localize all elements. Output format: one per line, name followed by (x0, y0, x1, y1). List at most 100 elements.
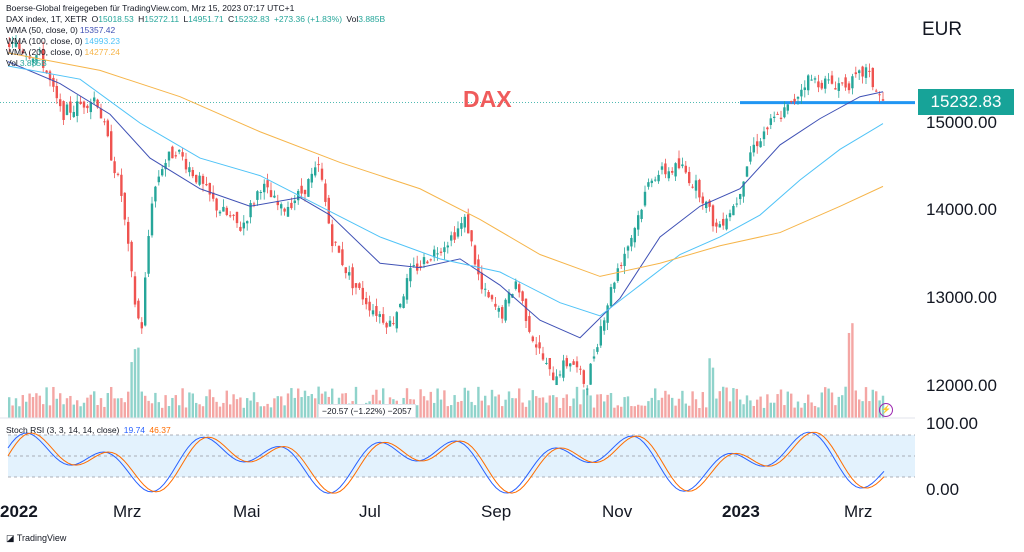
volume-bar (79, 406, 82, 418)
volume-bar (817, 407, 820, 418)
volume-bar (273, 398, 276, 418)
volume-bar (626, 396, 630, 418)
candle-body (766, 127, 769, 130)
candle-body (830, 75, 834, 84)
volume-bar (127, 391, 130, 418)
volume-bar (511, 398, 514, 418)
volume-bar (858, 399, 861, 418)
candle-body (419, 265, 422, 267)
candle-body (494, 303, 497, 307)
candle-body (82, 101, 86, 108)
candle-body (99, 108, 103, 119)
stoch-rsi-legend[interactable]: Stoch RSI (3, 3, 14, 14, close) 19.74 46… (6, 425, 171, 435)
volume-bar (55, 398, 58, 418)
volume-bar (579, 404, 582, 418)
candle-body (732, 205, 735, 216)
candle-body (93, 97, 96, 102)
candle-body (21, 50, 24, 54)
candle-body (681, 164, 684, 167)
lightning-icon[interactable]: ⚡ (879, 403, 893, 417)
candle-body (52, 77, 55, 87)
candle-body (164, 162, 167, 170)
candle-body (242, 222, 245, 229)
candle-body (463, 216, 466, 228)
candle-body (470, 230, 473, 242)
volume-bar (225, 390, 228, 418)
volume-bar (660, 397, 664, 418)
tradingview-logo[interactable]: ◪ TradingView (6, 533, 67, 543)
wma200-legend[interactable]: WMA (200, close, 0) 14277.24 (6, 47, 120, 57)
volume-bar (742, 404, 745, 418)
volume-bar (477, 386, 480, 418)
wma100-legend[interactable]: WMA (100, close, 0) 14993.23 (6, 36, 120, 46)
candle-body (786, 104, 789, 111)
volume-bar (89, 394, 92, 418)
candle-body (45, 70, 48, 73)
candle-body (878, 94, 881, 96)
candle-body (817, 81, 820, 88)
candle-body (174, 155, 177, 157)
candle-body (286, 206, 290, 217)
candle-body (589, 363, 592, 385)
candle-body (711, 205, 715, 227)
volume-bar (620, 406, 623, 418)
volume-bar (558, 407, 562, 418)
candle-body (606, 305, 609, 323)
candle-body (235, 211, 239, 224)
volume-bar (48, 405, 52, 418)
volume-bar (735, 388, 738, 418)
volume-bar (531, 390, 534, 418)
candle-body (847, 83, 851, 91)
volume-bar (708, 358, 711, 418)
candle-body (864, 67, 868, 78)
candle-body (473, 245, 477, 265)
volume-legend[interactable]: Vol 3.885B (6, 58, 47, 68)
candle-body (331, 224, 334, 247)
candle-body (365, 298, 368, 305)
volume-bar (691, 391, 694, 418)
candle-body (569, 363, 572, 367)
candle-body (69, 101, 72, 113)
volume-bar (739, 399, 742, 418)
candle-body (480, 272, 483, 290)
volume-bar (569, 406, 572, 418)
candle-body (535, 344, 538, 348)
volume-bar (429, 391, 432, 418)
volume-bar (616, 405, 619, 418)
candle-body (599, 326, 602, 346)
candle-body (603, 320, 606, 331)
volume-bar (688, 405, 691, 418)
volume-bar (21, 395, 24, 418)
candle-body (269, 190, 273, 198)
wma50-legend[interactable]: WMA (50, close, 0) 15357.42 (6, 25, 116, 35)
candle-body (453, 232, 456, 240)
volume-bar (439, 399, 443, 418)
candle-body (776, 113, 779, 115)
volume-bar (113, 398, 116, 418)
currency-label: EUR (922, 19, 963, 40)
volume-bar (31, 397, 35, 418)
volume-bar (354, 386, 358, 418)
y-tick-12000: 12000.00 (926, 376, 997, 395)
candle-body (677, 158, 681, 169)
candle-body (161, 169, 164, 176)
candle-body (609, 287, 613, 307)
volume-bar (694, 399, 698, 418)
volume-bar (773, 402, 776, 418)
volume-bar (405, 388, 409, 418)
wma200-line (7, 52, 884, 277)
candle-body (222, 206, 225, 212)
candle-body (558, 374, 562, 376)
candle-body (582, 370, 585, 384)
candle-body (633, 228, 636, 243)
volume-bar (76, 400, 79, 418)
volume-bar (65, 398, 69, 418)
volume-bar (541, 397, 545, 418)
volume-bar (803, 403, 806, 418)
candle-body (841, 82, 844, 84)
volume-bar (446, 406, 449, 418)
volume-bar (572, 398, 575, 418)
volume-bar (188, 392, 191, 418)
volume-bar (871, 389, 874, 418)
